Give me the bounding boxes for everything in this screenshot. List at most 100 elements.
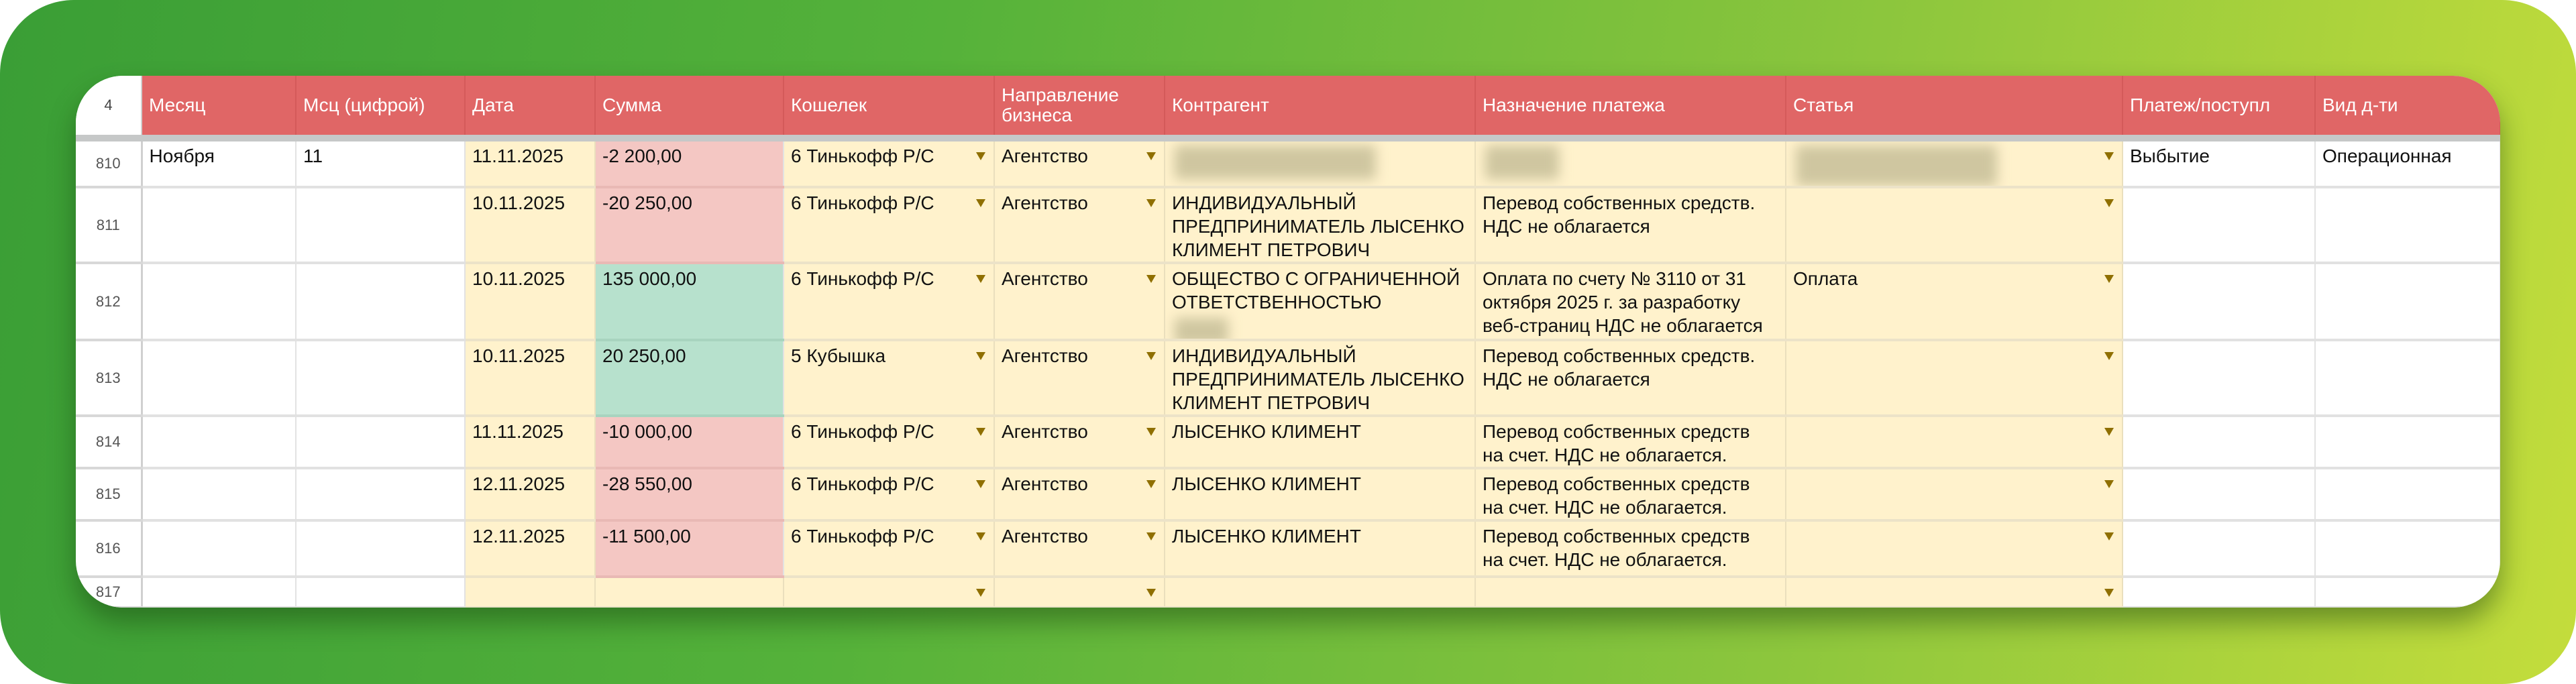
date-cell[interactable]: 11.11.2025	[465, 416, 596, 469]
dropdown-arrow-icon[interactable]	[976, 352, 985, 360]
frozen-rows-divider[interactable]	[76, 135, 2500, 141]
dropdown-arrow-icon[interactable]	[2104, 589, 2114, 597]
dropdown-arrow-icon[interactable]	[976, 532, 985, 540]
column-header-business-direction[interactable]: Направление бизнеса	[994, 76, 1165, 135]
column-header-payment-type[interactable]: Платеж/поступл	[2123, 76, 2316, 135]
wallet-cell[interactable]: 6 Тинькофф Р/С	[784, 187, 995, 264]
article-cell[interactable]	[1786, 187, 2123, 264]
payment-type-cell[interactable]	[2123, 577, 2316, 608]
column-header-payment-purpose[interactable]: Назначение платежа	[1475, 76, 1786, 135]
row-number[interactable]: 814	[76, 416, 143, 469]
payment-type-cell[interactable]	[2123, 187, 2316, 264]
column-header-month-number[interactable]: Мсц (цифрой)	[296, 76, 466, 135]
date-cell[interactable]: 10.11.2025	[465, 263, 596, 341]
dropdown-arrow-icon[interactable]	[976, 428, 985, 436]
direction-cell[interactable]: Агентство	[994, 416, 1165, 469]
dropdown-arrow-icon[interactable]	[1146, 589, 1156, 597]
purpose-cell[interactable]: Перевод собственных средств. НДС не обла…	[1475, 340, 1786, 417]
dropdown-arrow-icon[interactable]	[1146, 152, 1156, 160]
column-header-amount[interactable]: Сумма	[595, 76, 784, 135]
column-header-date[interactable]: Дата	[465, 76, 596, 135]
activity-type-cell[interactable]	[2315, 340, 2500, 417]
activity-type-cell[interactable]	[2315, 520, 2500, 578]
wallet-cell[interactable]: 6 Тинькофф Р/С	[784, 416, 995, 469]
amount-cell[interactable]: 20 250,00	[595, 340, 784, 417]
month-cell[interactable]	[142, 187, 297, 264]
purpose-cell[interactable]	[1475, 141, 1786, 188]
dropdown-arrow-icon[interactable]	[1146, 199, 1156, 207]
dropdown-arrow-icon[interactable]	[1146, 480, 1156, 488]
article-cell[interactable]	[1786, 468, 2123, 522]
direction-cell[interactable]: Агентство	[994, 340, 1165, 417]
month-number-cell[interactable]	[296, 468, 466, 522]
wallet-cell[interactable]: 6 Тинькофф Р/С	[784, 468, 995, 522]
dropdown-arrow-icon[interactable]	[2104, 199, 2114, 207]
amount-cell[interactable]: -28 550,00	[595, 468, 784, 522]
row-number[interactable]: 810	[76, 141, 143, 188]
dropdown-arrow-icon[interactable]	[976, 589, 985, 597]
counterparty-cell[interactable]: ОБЩЕСТВО С ОГРАНИЧЕННОЙ ОТВЕТСТВЕННОСТЬЮ	[1165, 263, 1476, 341]
amount-cell[interactable]	[595, 577, 784, 608]
column-header-wallet[interactable]: Кошелек	[784, 76, 995, 135]
purpose-cell[interactable]	[1475, 577, 1786, 608]
direction-cell[interactable]: Агентство	[994, 520, 1165, 578]
dropdown-arrow-icon[interactable]	[1146, 428, 1156, 436]
dropdown-arrow-icon[interactable]	[1146, 352, 1156, 360]
month-number-cell[interactable]	[296, 416, 466, 469]
article-cell[interactable]: Оплата	[1786, 263, 2123, 341]
article-cell[interactable]	[1786, 141, 2123, 188]
counterparty-cell[interactable]: ЛЫСЕНКО КЛИМЕНТ	[1165, 520, 1476, 578]
amount-cell[interactable]: -2 200,00	[595, 141, 784, 188]
month-cell[interactable]	[142, 520, 297, 578]
row-number[interactable]: 812	[76, 263, 143, 341]
wallet-cell[interactable]: 5 Кубышка	[784, 340, 995, 417]
dropdown-arrow-icon[interactable]	[1146, 532, 1156, 540]
dropdown-arrow-icon[interactable]	[1146, 275, 1156, 283]
month-number-cell[interactable]	[296, 187, 466, 264]
month-cell[interactable]	[142, 416, 297, 469]
row-number[interactable]: 813	[76, 340, 143, 417]
column-header-article[interactable]: Статья	[1786, 76, 2123, 135]
month-cell[interactable]	[142, 468, 297, 522]
month-cell[interactable]	[142, 263, 297, 341]
month-cell[interactable]: Ноября	[142, 141, 297, 188]
month-cell[interactable]	[142, 577, 297, 608]
article-cell[interactable]	[1786, 416, 2123, 469]
dropdown-arrow-icon[interactable]	[976, 152, 985, 160]
dropdown-arrow-icon[interactable]	[2104, 480, 2114, 488]
month-number-cell[interactable]	[296, 520, 466, 578]
counterparty-cell[interactable]: ЛЫСЕНКО КЛИМЕНТ	[1165, 468, 1476, 522]
wallet-cell[interactable]	[784, 577, 995, 608]
counterparty-cell[interactable]	[1165, 141, 1476, 188]
activity-type-cell[interactable]	[2315, 187, 2500, 264]
date-cell[interactable]: 12.11.2025	[465, 520, 596, 578]
payment-type-cell[interactable]	[2123, 263, 2316, 341]
dropdown-arrow-icon[interactable]	[2104, 352, 2114, 360]
payment-type-cell[interactable]	[2123, 340, 2316, 417]
dropdown-arrow-icon[interactable]	[2104, 532, 2114, 540]
column-header-activity-type[interactable]: Вид д-ти	[2315, 76, 2500, 135]
counterparty-cell[interactable]: ЛЫСЕНКО КЛИМЕНТ	[1165, 416, 1476, 469]
article-cell[interactable]	[1786, 340, 2123, 417]
amount-cell[interactable]: -11 500,00	[595, 520, 784, 578]
payment-type-cell[interactable]	[2123, 416, 2316, 469]
activity-type-cell[interactable]	[2315, 263, 2500, 341]
row-number[interactable]: 816	[76, 520, 143, 578]
direction-cell[interactable]: Агентство	[994, 141, 1165, 188]
month-number-cell[interactable]: 11	[296, 141, 466, 188]
purpose-cell[interactable]: Оплата по счету № 3110 от 31 октября 202…	[1475, 263, 1786, 341]
amount-cell[interactable]: 135 000,00	[595, 263, 784, 341]
direction-cell[interactable]: Агентство	[994, 187, 1165, 264]
direction-cell[interactable]: Агентство	[994, 468, 1165, 522]
direction-cell[interactable]: Агентство	[994, 263, 1165, 341]
counterparty-cell[interactable]: ИНДИВИДУАЛЬНЫЙ ПРЕДПРИНИМАТЕЛЬ ЛЫСЕНКО К…	[1165, 340, 1476, 417]
month-number-cell[interactable]	[296, 263, 466, 341]
activity-type-cell[interactable]	[2315, 468, 2500, 522]
amount-cell[interactable]: -10 000,00	[595, 416, 784, 469]
column-header-counterparty[interactable]: Контрагент	[1165, 76, 1476, 135]
dropdown-arrow-icon[interactable]	[2104, 428, 2114, 436]
dropdown-arrow-icon[interactable]	[976, 199, 985, 207]
wallet-cell[interactable]: 6 Тинькофф Р/С	[784, 141, 995, 188]
date-cell[interactable]: 10.11.2025	[465, 187, 596, 264]
month-number-cell[interactable]	[296, 340, 466, 417]
